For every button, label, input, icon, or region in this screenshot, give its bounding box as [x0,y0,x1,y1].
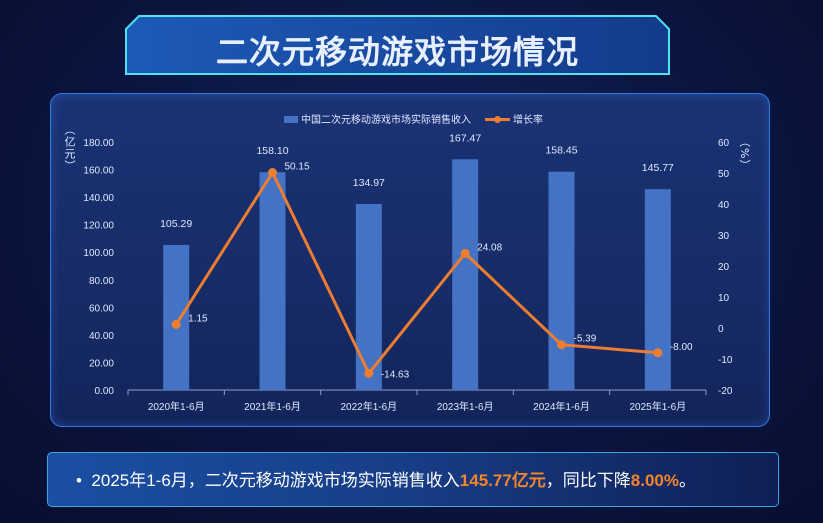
bar [548,171,575,390]
bar [452,159,479,390]
note-middle: ，同比下降 [545,471,631,490]
y-left-tick: 180.00 [83,138,114,149]
x-tick-label: 2020年1-6月 [148,400,205,413]
page-title: 二次元移动游戏市场情况 [215,34,579,70]
y-right-tick: 60 [718,138,730,149]
growth-point [460,248,470,258]
bar-label: 158.10 [256,145,288,157]
y-left-tick: 80.00 [89,276,114,287]
growth-point [364,368,374,378]
growth-label: -5.39 [574,334,597,345]
y-left-tick: 60.00 [89,303,114,314]
y-right-tick: -20 [718,386,733,397]
growth-label: 24.08 [477,242,502,253]
bar [163,244,190,390]
legend-bar-label: 中国二次元移动游戏市场实际销售收入 [301,113,471,126]
legend-line-label: 增长率 [513,113,543,126]
y-right-tick: 10 [718,293,730,304]
y-left-tick: 120.00 [83,221,114,232]
title-banner: 二次元移动游戏市场情况 [125,15,670,75]
legend-bar-swatch [284,116,298,123]
bar-label: 167.47 [449,132,481,144]
y-left-tick: 20.00 [89,358,114,369]
growth-label: 1.15 [188,313,208,324]
y-right-tick: 20 [718,262,730,273]
combo-chart: 0.00 20.00 40.00 60.00 80.00 100.00 120.00 140.… [83,113,733,413]
bar [259,172,286,390]
bar-label: 158.45 [545,145,577,157]
bar-label: 105.29 [160,218,192,230]
y-right-tick: 0 [718,324,724,335]
bar-label: 134.97 [353,177,385,189]
y-right-tick: 40 [718,200,730,211]
x-tick-label: 2025年1-6月 [629,400,686,413]
growth-label: 50.15 [285,162,310,173]
x-tick-label: 2024年1-6月 [533,400,590,413]
x-tick-label: 2022年1-6月 [340,400,397,413]
growth-label: -8.00 [670,342,693,353]
y-right-tick: 50 [718,169,730,180]
growth-point [557,340,566,350]
growth-point [171,319,181,329]
growth-label: -14.63 [381,369,410,380]
y-left-tick: 100.00 [83,248,114,259]
note-suffix: 。 [679,471,696,490]
note-revenue: 145.77亿元 [459,471,546,490]
y-left-label: （亿元） [63,124,76,172]
x-tick-label: 2023年1-6月 [437,400,494,413]
legend-line-marker [494,116,501,123]
banner-frame [125,15,670,75]
growth-point [653,348,663,358]
note-prefix: 2025年1-6月，二次元移动游戏市场实际销售收入 [91,471,460,490]
growth-line [174,169,658,377]
note-growth: 8.00% [630,471,679,490]
y-left-tick: 40.00 [89,331,114,342]
summary-note: • 2025年1-6月，二次元移动游戏市场实际销售收入145.77亿元，同比下降… [47,452,779,507]
y-right-tick: 30 [718,231,730,242]
bar [644,189,671,390]
y-left-tick: 0.00 [95,386,115,397]
bar [355,204,382,390]
y-right-label: （%） [738,136,751,172]
y-left-tick: 160.00 [83,166,114,177]
bullet: • [76,471,82,490]
y-right-tick: -10 [718,355,733,366]
x-tick-label: 2021年1-6月 [244,400,301,413]
y-left-tick: 140.00 [83,193,114,204]
bar-label: 145.77 [642,162,674,174]
growth-point [268,168,277,178]
